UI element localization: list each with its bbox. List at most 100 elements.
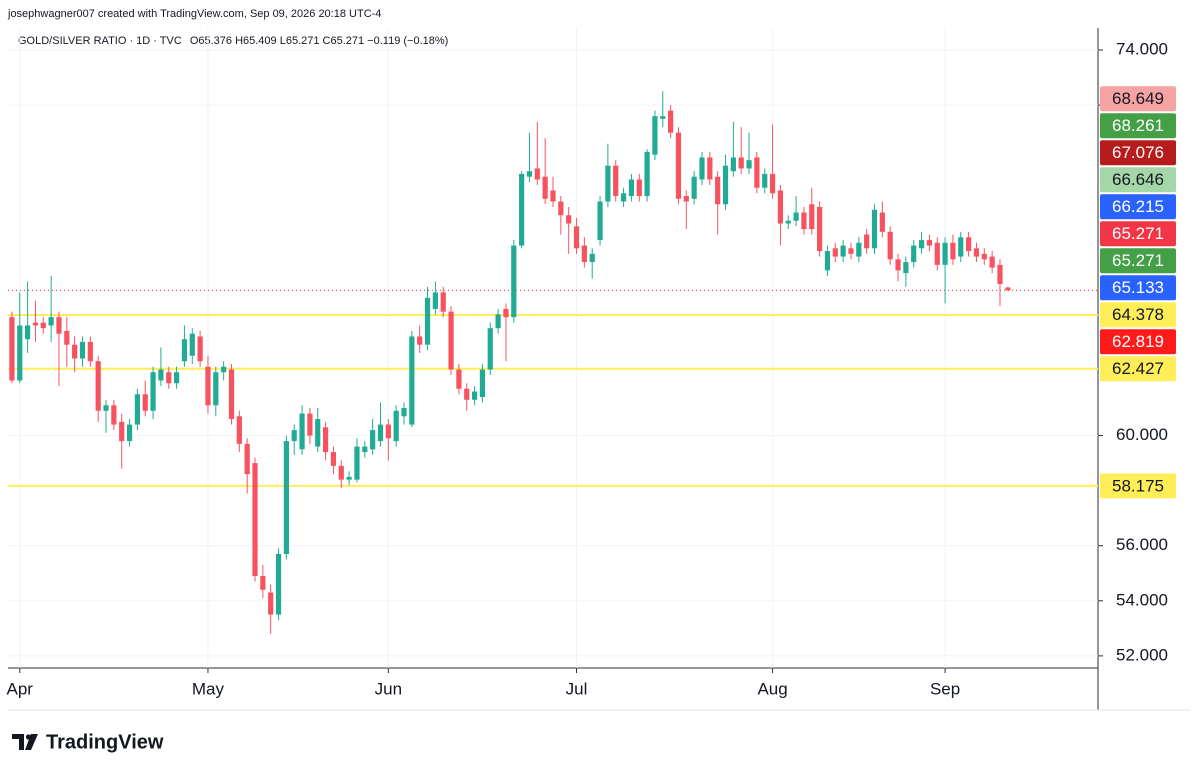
candle-body: [785, 220, 791, 224]
candle: [722, 154, 729, 210]
candle-body: [330, 452, 337, 466]
x-tick-label: Jun: [375, 679, 402, 698]
price-label: 65.271: [1112, 224, 1164, 243]
candle: [393, 405, 399, 447]
candle-body: [801, 212, 807, 230]
candle-body: [566, 215, 572, 224]
candle-body: [111, 405, 117, 425]
candle-body: [997, 264, 1003, 285]
candle: [903, 256, 909, 287]
chart-title: GOLD/SILVER RATIO · 1D · TVC: [18, 35, 182, 47]
candle: [119, 413, 125, 469]
candle: [417, 325, 423, 353]
candle-body: [464, 388, 470, 400]
candle-body: [903, 262, 909, 274]
candle-body: [79, 341, 86, 359]
candle-body: [291, 430, 297, 442]
x-tick-label: Jul: [566, 679, 588, 698]
candle-body: [9, 317, 15, 381]
candle-body: [644, 151, 650, 196]
candle: [495, 308, 501, 334]
candle: [605, 143, 611, 208]
candle-body: [691, 176, 697, 199]
candle: [558, 195, 564, 235]
candle-body: [715, 176, 721, 205]
candle-body: [1005, 287, 1011, 291]
candle-body: [636, 179, 642, 196]
logo-mark: [25, 734, 38, 750]
candle-body: [503, 308, 509, 318]
logo: [12, 734, 38, 750]
price-label-box: [1100, 329, 1176, 355]
candle-body: [299, 413, 305, 450]
x-tick-label: Aug: [757, 679, 787, 698]
candle-body: [762, 173, 768, 188]
candle-body: [668, 110, 674, 133]
candle-body: [471, 391, 478, 400]
candle: [166, 366, 172, 389]
candle-body: [848, 248, 854, 254]
candle: [370, 419, 376, 455]
candle: [432, 281, 438, 315]
candle: [315, 408, 321, 453]
candle-body: [777, 190, 784, 224]
price-label-box: [1100, 248, 1176, 274]
candle-body: [840, 245, 846, 257]
candle-body: [166, 372, 172, 384]
candle-body: [456, 369, 462, 389]
candle: [785, 215, 791, 230]
price-label-box: [1100, 140, 1176, 166]
candle: [887, 226, 893, 265]
candle: [926, 234, 933, 252]
candle-body: [934, 242, 940, 265]
candle: [573, 218, 580, 254]
candle: [997, 259, 1003, 307]
candle-body: [660, 116, 666, 119]
candle-body: [275, 553, 282, 615]
candle-body: [56, 317, 62, 334]
candle: [942, 237, 948, 304]
y-tick-label: 74.000: [1116, 40, 1168, 59]
y-tick-label: 54.000: [1116, 590, 1168, 609]
grid: [8, 28, 1098, 668]
candle-body: [966, 237, 972, 252]
candle-body: [283, 441, 289, 554]
candle: [142, 380, 148, 417]
candle-body: [895, 259, 901, 271]
candle-body: [526, 171, 533, 177]
price-label: 65.271: [1112, 251, 1164, 270]
price-label: 62.427: [1112, 359, 1164, 378]
x-tick-label: Apr: [7, 679, 34, 698]
candle: [291, 424, 297, 455]
candle-body: [432, 292, 438, 309]
candle: [409, 330, 415, 428]
candle: [244, 438, 250, 494]
candle-body: [417, 336, 423, 345]
candle: [762, 168, 768, 194]
caption: josephwagner007 created with TradingView…: [7, 8, 381, 20]
price-label: 68.261: [1112, 116, 1164, 135]
candle-body: [87, 341, 93, 362]
candle: [448, 306, 454, 375]
candle: [189, 328, 195, 364]
candle-body: [134, 394, 140, 425]
candle-body: [950, 242, 956, 260]
candle: [87, 336, 93, 367]
candle: [730, 121, 736, 177]
price-label-box: [1100, 302, 1176, 328]
candle: [848, 242, 854, 260]
candle: [832, 242, 838, 263]
candle: [322, 421, 329, 461]
candle-body: [738, 157, 744, 169]
candle-body: [346, 476, 352, 480]
candle-body: [573, 226, 580, 249]
candle: [769, 124, 776, 199]
candle-body: [926, 240, 933, 246]
candle-body: [424, 297, 431, 345]
candle-body: [173, 372, 180, 384]
candle-body: [824, 251, 831, 271]
candle: [620, 187, 627, 208]
candle: [550, 176, 556, 208]
candle: [801, 207, 807, 235]
candle-body: [597, 201, 603, 241]
